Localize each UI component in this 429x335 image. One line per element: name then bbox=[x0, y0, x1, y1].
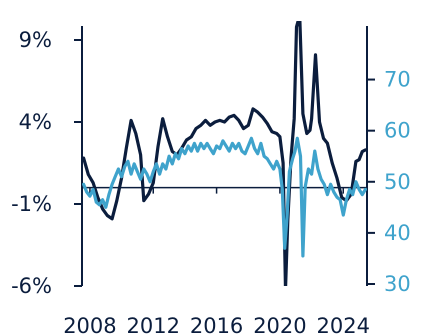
left-tick-label: -6% bbox=[11, 274, 52, 298]
x-tick-label: 2012 bbox=[127, 314, 180, 335]
series-line-right-axis bbox=[82, 136, 367, 258]
right-tick-label: 40 bbox=[384, 221, 411, 245]
series-layer bbox=[82, 21, 367, 286]
right-tick-label: 50 bbox=[384, 170, 411, 194]
left-tick-label: 4% bbox=[19, 110, 52, 134]
series-line-left-axis bbox=[82, 21, 367, 286]
left-tick-label: -1% bbox=[11, 192, 52, 216]
right-tick-label: 70 bbox=[384, 68, 411, 92]
labels-layer: 9% 4% -1% -6% 70 60 50 40 30 2008 2012 2016 2020 2024 bbox=[11, 28, 411, 335]
x-tick-label: 2016 bbox=[190, 314, 243, 335]
x-tick-label: 2008 bbox=[63, 314, 116, 335]
right-tick-label: 60 bbox=[384, 119, 411, 143]
axes-layer bbox=[74, 26, 375, 287]
x-tick-label: 2020 bbox=[253, 314, 306, 335]
right-tick-label: 30 bbox=[384, 272, 411, 296]
left-tick-label: 9% bbox=[19, 28, 52, 52]
x-tick-label: 2024 bbox=[317, 314, 370, 335]
